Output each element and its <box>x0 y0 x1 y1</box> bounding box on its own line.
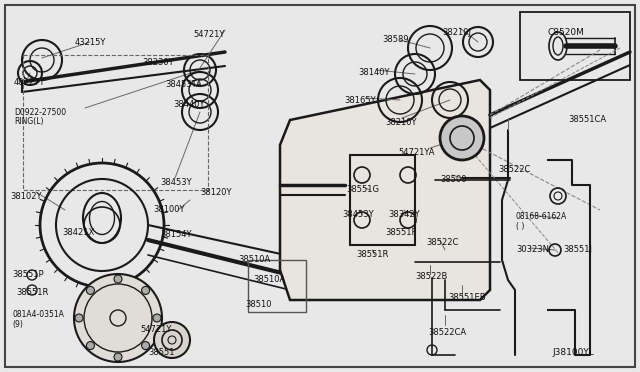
Bar <box>520 12 630 80</box>
Text: 38453TA: 38453TA <box>165 80 202 89</box>
Text: 38522B: 38522B <box>415 272 447 281</box>
Circle shape <box>86 341 95 350</box>
Text: 38510A: 38510A <box>253 275 285 284</box>
Text: J38100YL: J38100YL <box>552 348 594 357</box>
Polygon shape <box>280 80 490 300</box>
Text: 38102Y: 38102Y <box>10 192 42 201</box>
Circle shape <box>74 274 162 362</box>
Text: 38210Y: 38210Y <box>385 118 417 127</box>
Text: 38522CA: 38522CA <box>428 328 466 337</box>
Text: C8520M: C8520M <box>548 28 585 37</box>
Text: D0922-27500: D0922-27500 <box>14 108 66 117</box>
Circle shape <box>114 275 122 283</box>
Text: ( ): ( ) <box>516 222 524 231</box>
Text: 54721Y: 54721Y <box>140 325 172 334</box>
Bar <box>248 260 306 312</box>
Text: (9): (9) <box>12 320 23 329</box>
Circle shape <box>141 286 150 294</box>
Text: 30323N: 30323N <box>516 245 549 254</box>
Text: 38551F: 38551F <box>385 228 417 237</box>
Text: 38453Y: 38453Y <box>342 210 374 219</box>
Text: 38100Y: 38100Y <box>153 205 184 214</box>
Circle shape <box>141 341 150 350</box>
Text: 38551J: 38551J <box>563 245 592 254</box>
Text: 38140Y: 38140Y <box>358 68 390 77</box>
Text: 38500: 38500 <box>440 175 467 184</box>
Circle shape <box>75 314 83 322</box>
Text: 38230Y: 38230Y <box>142 58 173 67</box>
Circle shape <box>114 353 122 361</box>
Text: 38551R: 38551R <box>16 288 49 297</box>
Circle shape <box>153 314 161 322</box>
Text: 38440Y: 38440Y <box>173 100 205 109</box>
Text: 38154Y: 38154Y <box>160 230 191 239</box>
Ellipse shape <box>345 135 425 255</box>
Text: 54721YA: 54721YA <box>398 148 435 157</box>
Text: 38510A: 38510A <box>238 255 270 264</box>
Text: 38551P: 38551P <box>12 270 44 279</box>
Text: 38210J: 38210J <box>442 28 471 37</box>
Text: 38551R: 38551R <box>356 250 388 259</box>
Text: 38421X: 38421X <box>62 228 94 237</box>
Text: 38551EB: 38551EB <box>448 293 486 302</box>
Text: 38453Y: 38453Y <box>160 178 191 187</box>
Text: 38522C: 38522C <box>498 165 531 174</box>
Text: 38342Y: 38342Y <box>388 210 420 219</box>
Text: 38589: 38589 <box>382 35 408 44</box>
Text: 38551: 38551 <box>148 348 175 357</box>
Text: 38165Y: 38165Y <box>344 96 376 105</box>
Text: 38551G: 38551G <box>346 185 379 194</box>
Text: 38120Y: 38120Y <box>200 188 232 197</box>
Text: 40227Y: 40227Y <box>14 78 45 87</box>
Text: 08168-6162A: 08168-6162A <box>516 212 567 221</box>
Text: RING(L): RING(L) <box>14 117 44 126</box>
Text: 38551CA: 38551CA <box>568 115 606 124</box>
Circle shape <box>86 286 95 294</box>
Text: 38522C: 38522C <box>426 238 458 247</box>
Text: 43215Y: 43215Y <box>75 38 106 47</box>
Text: 38510: 38510 <box>245 300 271 309</box>
Text: 54721Y: 54721Y <box>193 30 225 39</box>
Bar <box>23 55 208 190</box>
Circle shape <box>440 116 484 160</box>
Circle shape <box>154 322 190 358</box>
Text: 081A4-0351A: 081A4-0351A <box>12 310 64 319</box>
